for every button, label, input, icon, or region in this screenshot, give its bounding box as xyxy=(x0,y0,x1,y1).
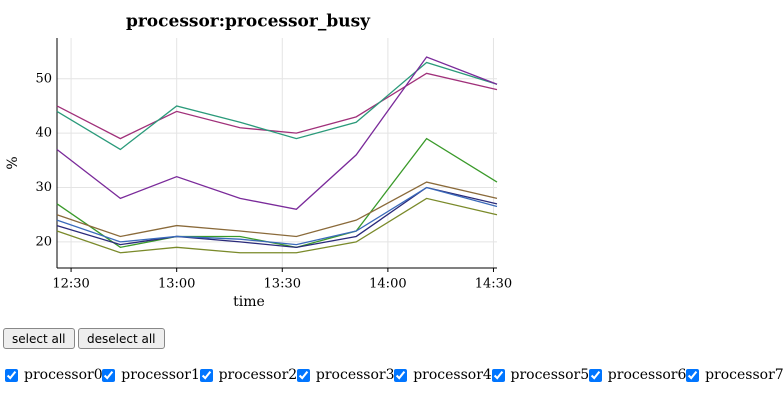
deselect-all-button[interactable]: deselect all xyxy=(78,328,165,349)
series-toggle[interactable]: processor0 xyxy=(5,367,103,383)
checkbox[interactable] xyxy=(199,368,213,382)
chart: processor:processor_busy time % 20 30 40 50… xyxy=(5,12,512,311)
x-tick-label: 14:00 xyxy=(369,277,406,292)
x-axis-label: time xyxy=(233,294,265,310)
legend-label: processor4 xyxy=(413,367,492,383)
x-tick-label: 14:30 xyxy=(475,277,512,292)
series-toggle[interactable]: processor5 xyxy=(491,367,590,383)
select-all-button[interactable]: select all xyxy=(3,328,75,349)
chart-title: processor:processor_busy xyxy=(126,12,371,32)
checkbox[interactable] xyxy=(102,368,116,382)
series-line xyxy=(56,186,498,248)
series-line xyxy=(56,61,498,151)
legend-label: processor5 xyxy=(510,367,590,383)
y-tick-label: 50 xyxy=(35,71,52,86)
series-line xyxy=(56,72,498,140)
series-toggle[interactable]: processor2 xyxy=(199,367,298,383)
legend-label: processor7 xyxy=(705,367,784,383)
series-toggle[interactable]: processor3 xyxy=(296,367,395,383)
legend-label: processor3 xyxy=(315,367,395,383)
legend-label: processor1 xyxy=(121,367,200,383)
y-tick-label: 20 xyxy=(35,234,52,249)
checkbox[interactable] xyxy=(686,368,700,382)
checkbox[interactable] xyxy=(394,368,408,382)
y-tick-label: 40 xyxy=(35,126,52,141)
series-line xyxy=(56,197,498,254)
checkbox[interactable] xyxy=(588,368,602,382)
series-line xyxy=(56,137,498,249)
y-tick-label: 30 xyxy=(35,180,52,195)
checkbox[interactable] xyxy=(296,368,310,382)
legend-label: processor0 xyxy=(24,367,103,383)
y-axis-label: % xyxy=(5,156,21,169)
series-toggle[interactable]: processor6 xyxy=(588,367,687,383)
series-toggle[interactable]: processor7 xyxy=(686,367,784,383)
legend-label: processor2 xyxy=(218,367,298,383)
series-toggle[interactable]: processor1 xyxy=(102,367,200,383)
checkbox[interactable] xyxy=(491,368,505,382)
x-tick-label: 12:30 xyxy=(52,277,89,292)
series-line xyxy=(56,181,498,238)
x-tick-label: 13:30 xyxy=(264,277,301,292)
legend-label: processor6 xyxy=(607,367,687,383)
x-tick-label: 13:00 xyxy=(158,277,195,292)
checkbox[interactable] xyxy=(5,368,18,382)
series-line xyxy=(56,56,498,210)
series-toggle[interactable]: processor4 xyxy=(394,367,492,383)
series-line xyxy=(56,186,498,246)
